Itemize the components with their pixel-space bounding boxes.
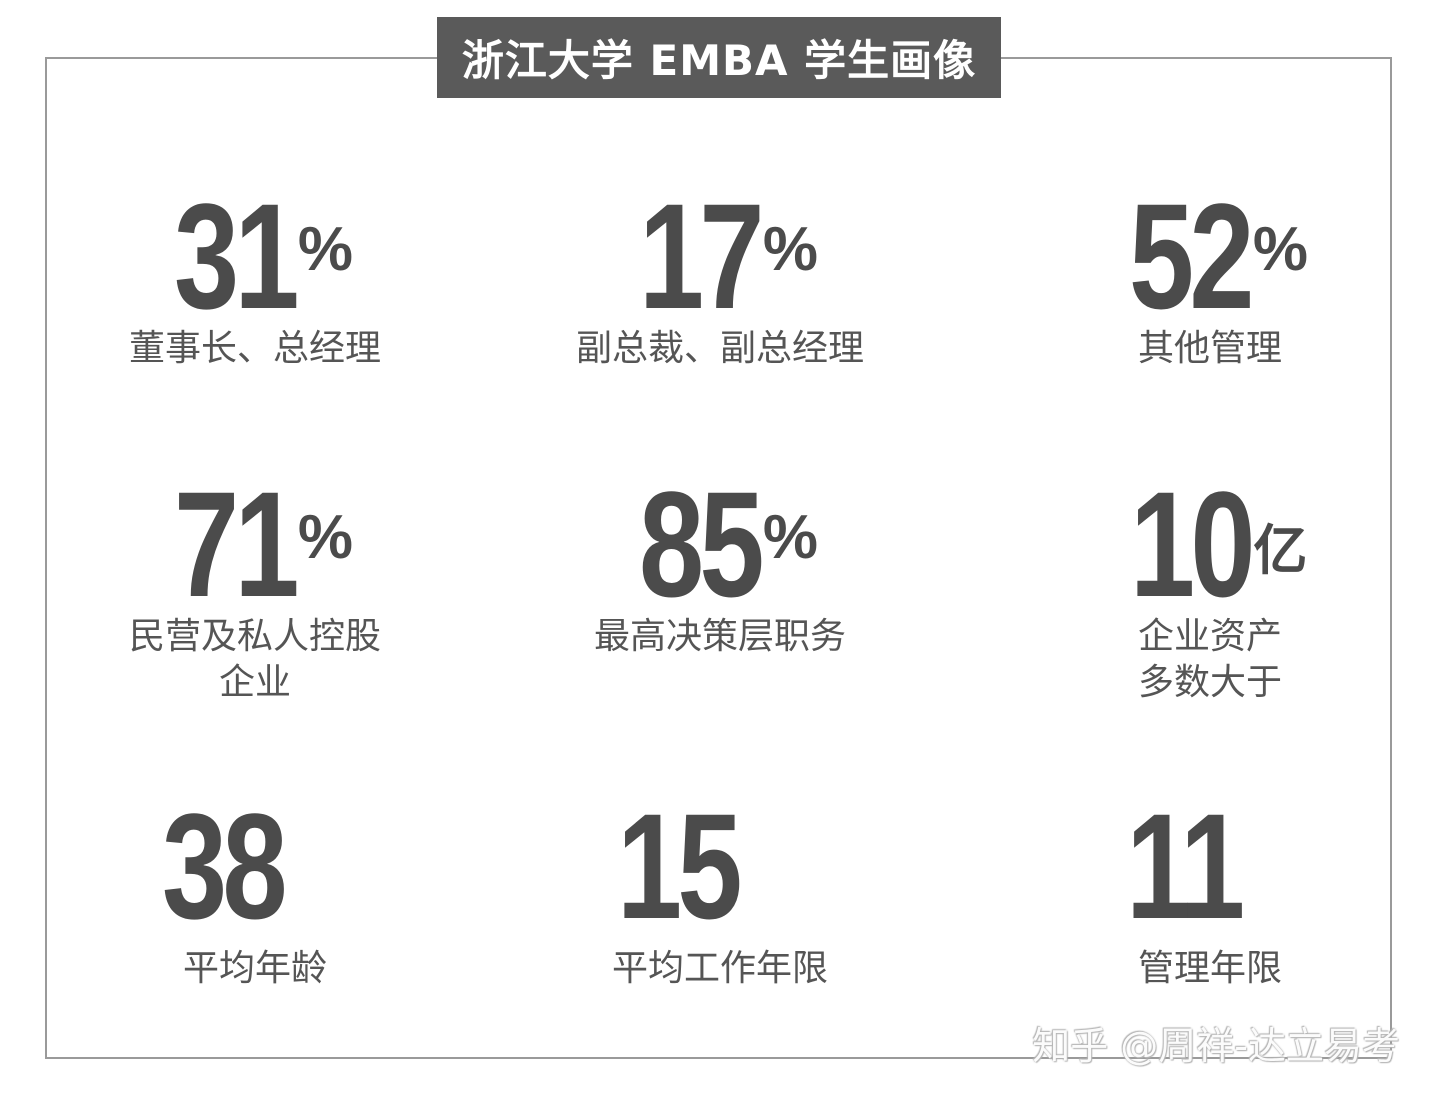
stat-value: 10 (1129, 460, 1255, 628)
stat-label: 副总裁、副总经理 (575, 328, 864, 369)
stat-value: 15 (617, 782, 742, 950)
stat-value: 31 (174, 172, 299, 340)
stat-private-enterprise: 71 % 民营及私人控股 企业 (100, 460, 410, 706)
stat-other-management: 52 % 其他管理 (1060, 172, 1360, 372)
stat-unit: % (297, 215, 353, 284)
stat-unit: % (297, 503, 353, 572)
stat-label: 其他管理 (1137, 328, 1282, 369)
stat-value: 11 (1126, 782, 1245, 950)
stat-label: 平均工作年限 (611, 948, 828, 989)
stat-management-years: 11 管理年限 (1060, 782, 1360, 992)
stat-unit: % (762, 215, 818, 284)
stat-label: 董事长、总经理 (128, 328, 381, 369)
stat-unit: 亿 (1253, 519, 1308, 582)
stat-label-line: 民营及私人控股 (128, 616, 381, 657)
stat-avg-work-years: 15 平均工作年限 (550, 782, 890, 992)
stat-enterprise-assets: 10 亿 企业资产 多数大于 (1060, 460, 1360, 706)
stat-label: 平均年龄 (182, 948, 327, 989)
stat-chairman-gm: 31 % 董事长、总经理 (100, 172, 410, 372)
stat-label-line: 多数大于 (1137, 662, 1282, 703)
stat-label: 企业资产 多数大于 (1060, 614, 1360, 706)
stat-value: 85 (639, 460, 764, 628)
watermark: 知乎 @周祥-达立易考 (1032, 1024, 1400, 1068)
stat-label: 民营及私人控股 企业 (100, 614, 410, 706)
stat-label: 最高决策层职务 (593, 616, 846, 657)
stat-value: 71 (174, 460, 299, 628)
stat-unit: % (762, 503, 818, 572)
stat-label: 管理年限 (1137, 948, 1282, 989)
infographic-title: 浙江大学 EMBA 学生画像 (437, 17, 1001, 98)
stat-unit: % (1252, 215, 1308, 284)
stat-value: 52 (1129, 172, 1254, 340)
stat-top-decision: 85 % 最高决策层职务 (550, 460, 890, 660)
stat-value: 38 (162, 782, 287, 950)
stat-value: 17 (639, 172, 764, 340)
stat-vp-deputy-gm: 17 % 副总裁、副总经理 (550, 172, 890, 372)
stat-label-line: 企业 (218, 662, 291, 703)
stat-average-age: 38 平均年龄 (100, 782, 410, 992)
stat-label-line: 企业资产 (1137, 616, 1282, 657)
